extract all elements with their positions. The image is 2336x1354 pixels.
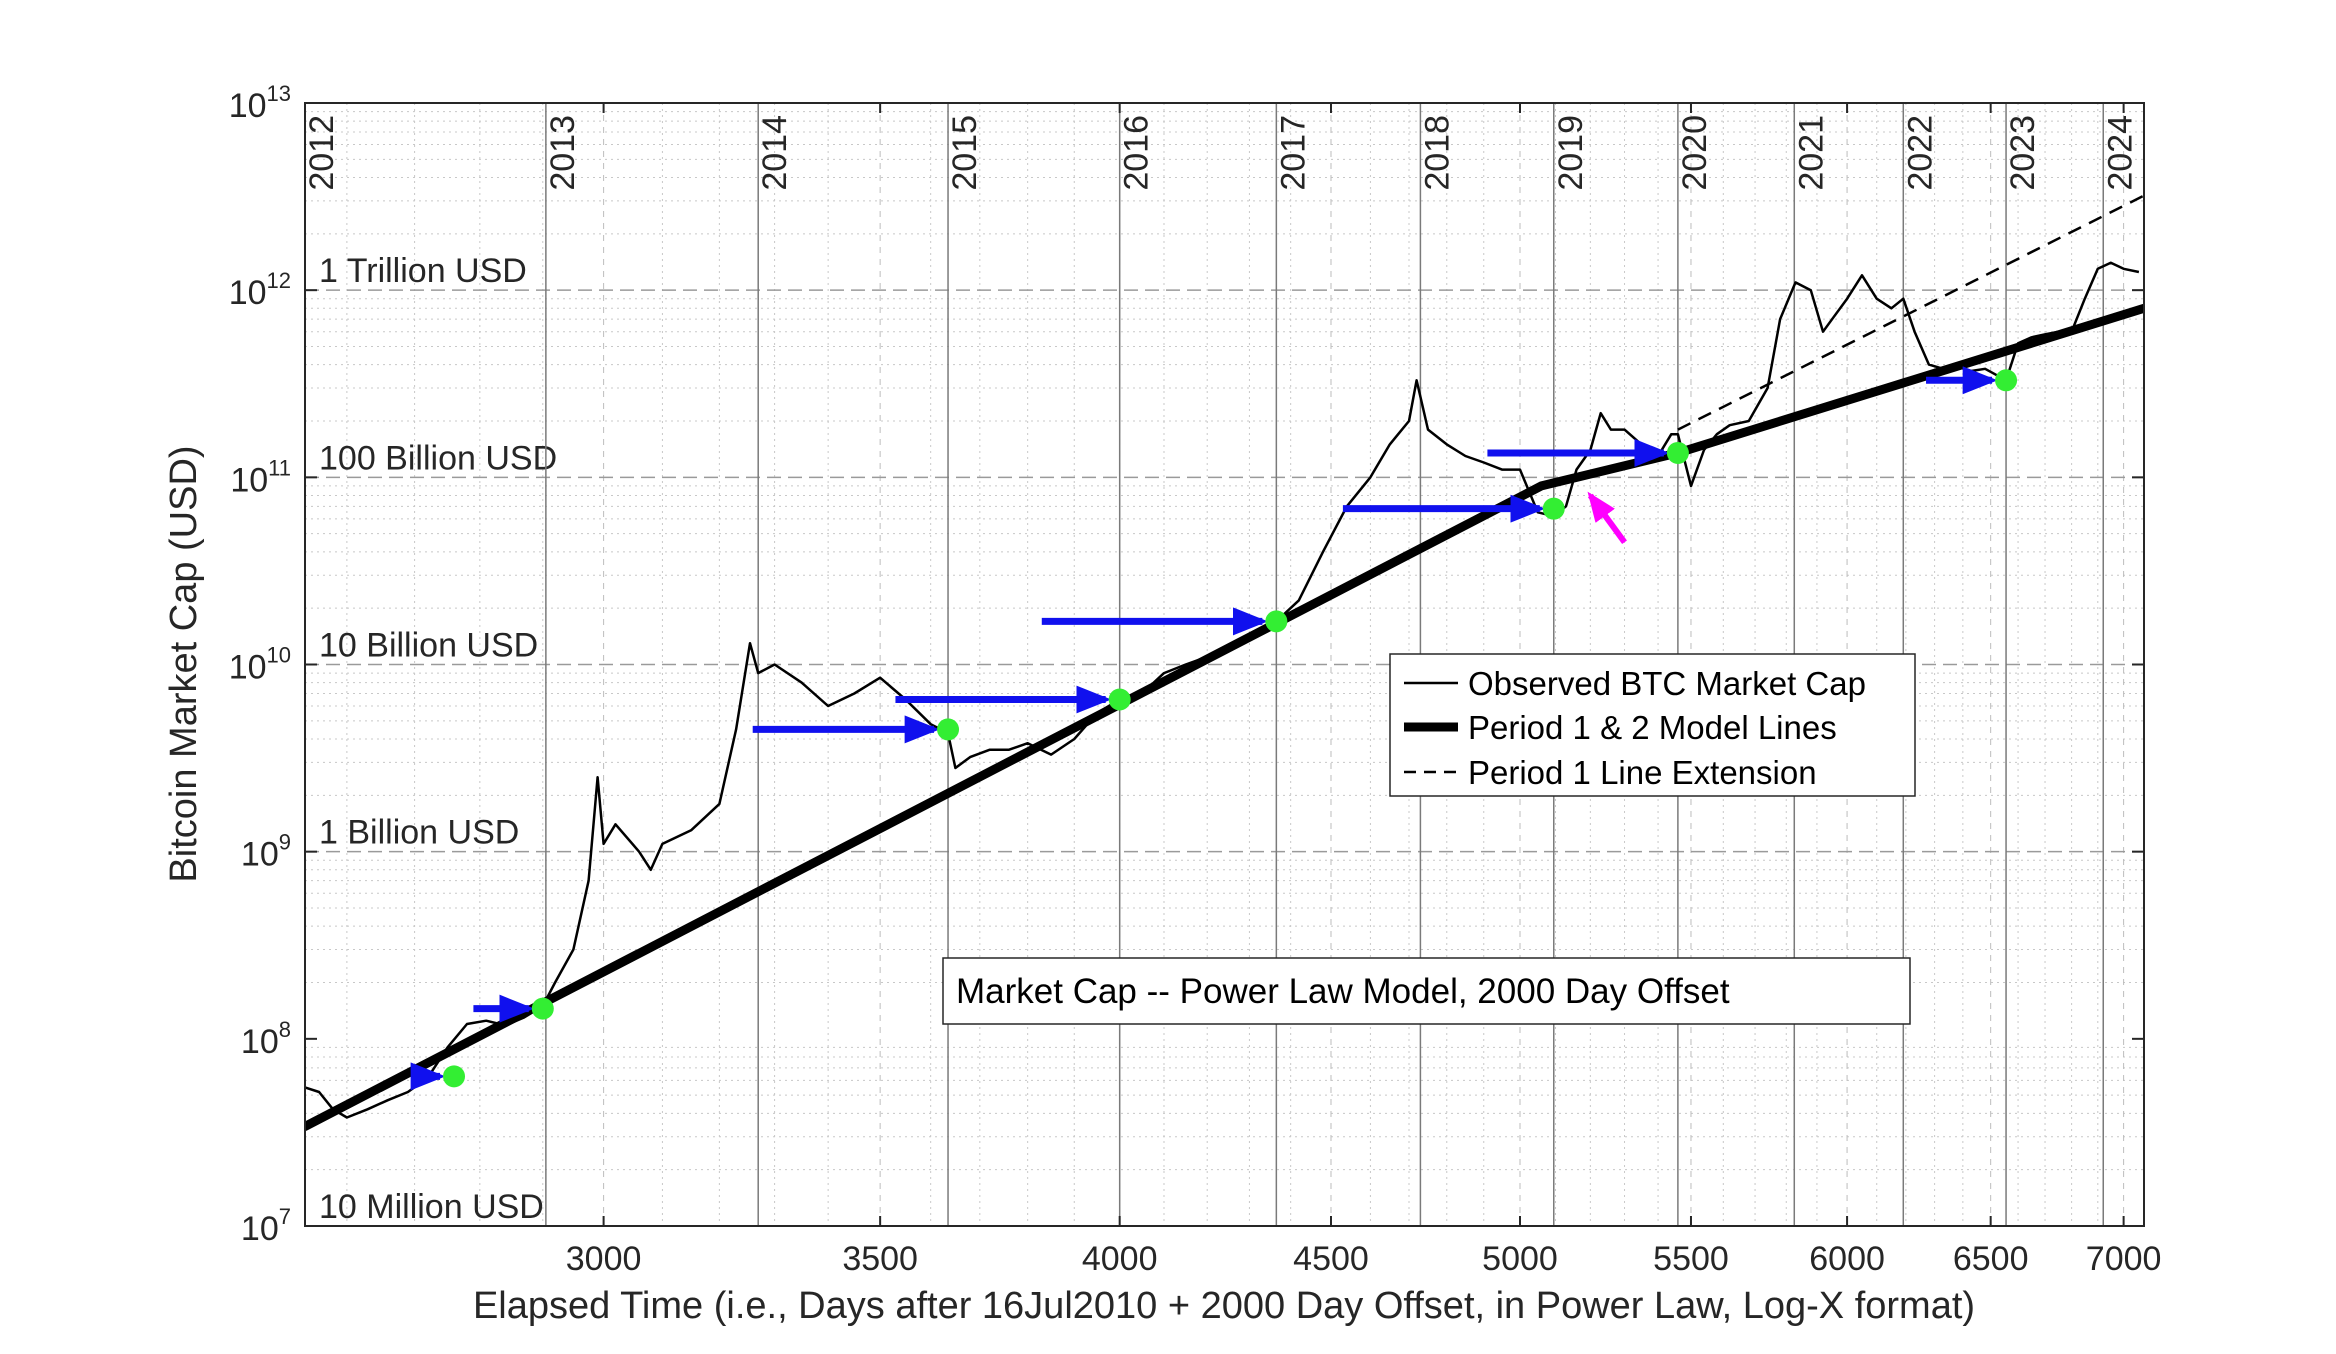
arrow-layer — [410, 366, 1998, 1091]
legend-label-extension: Period 1 Line Extension — [1468, 754, 1817, 791]
series-layer — [305, 194, 2144, 1131]
year-label: 2017 — [1274, 115, 1312, 191]
y-tick-label: 109 — [241, 830, 291, 874]
series-model — [305, 303, 2144, 1131]
x-tick-label: 6500 — [1953, 1240, 2029, 1278]
y-axis-ticks: 107 108 109 1010 1011 1012 1013 — [229, 81, 2144, 1248]
year-label: 2018 — [1418, 115, 1456, 191]
cycle-marker — [1108, 688, 1131, 711]
x-axis-label: Elapsed Time (i.e., Days after 16Jul2010… — [473, 1285, 1975, 1327]
year-label: 2021 — [1792, 115, 1830, 191]
x-tick-label: 4000 — [1082, 1240, 1158, 1278]
chart-title: Market Cap -- Power Law Model, 2000 Day … — [956, 972, 1730, 1011]
year-label: 2020 — [1676, 115, 1714, 191]
y-tick-label: 1011 — [230, 455, 291, 499]
legend-label-observed: Observed BTC Market Cap — [1468, 665, 1866, 702]
x-tick-label: 5000 — [1482, 1240, 1558, 1278]
series-extension — [1677, 194, 2144, 431]
y-tick-label: 108 — [241, 1017, 291, 1061]
x-tick-label: 3500 — [842, 1240, 918, 1278]
series-observed — [305, 261, 2140, 1119]
x-tick-label: 5500 — [1653, 1240, 1729, 1278]
x-tick-label: 3000 — [566, 1240, 642, 1278]
year-label: 2023 — [2004, 115, 2042, 191]
cycle-marker — [531, 997, 554, 1020]
year-label: 2012 — [303, 115, 341, 191]
y-tick-label: 107 — [241, 1204, 291, 1248]
year-label: 2014 — [756, 115, 794, 191]
x-tick-label: 6000 — [1809, 1240, 1885, 1278]
reference-lines: 10 Million USD 1 Billion USD 10 Billion US… — [305, 252, 2144, 1227]
legend-box — [1389, 653, 1916, 797]
y-tick-label: 1012 — [229, 268, 291, 312]
cycle-marker — [443, 1065, 466, 1088]
marker-layer — [443, 369, 2018, 1088]
x-tick-label: 4500 — [1293, 1240, 1369, 1278]
y-tick-label: 1010 — [229, 643, 291, 687]
year-label: 2015 — [946, 115, 984, 191]
annotation-arrow — [1587, 491, 1627, 545]
year-label: 2013 — [544, 115, 582, 191]
x-tick-label: 7000 — [2086, 1240, 2162, 1278]
y-axis-label: Bitcoin Market Cap (USD) — [163, 445, 205, 882]
legend: Observed BTC Market Cap Period 1 & 2 Mod… — [1389, 653, 1916, 797]
cycle-marker — [1995, 369, 2018, 392]
cycle-marker — [1542, 497, 1565, 520]
year-label: 2019 — [1552, 115, 1590, 191]
cycle-marker — [1265, 610, 1288, 633]
reference-line-label: 100 Billion USD — [319, 439, 557, 477]
y-tick-label: 1013 — [229, 81, 291, 125]
title-box-frame — [942, 957, 1911, 1025]
year-label: 2024 — [2101, 115, 2139, 191]
year-label: 2022 — [1901, 115, 1939, 191]
reference-line-label: 10 Billion USD — [319, 627, 538, 665]
reference-line-label: 1 Trillion USD — [319, 252, 527, 290]
legend-label-model: Period 1 & 2 Model Lines — [1468, 709, 1837, 746]
chart-title-box: Market Cap -- Power Law Model, 2000 Day … — [942, 957, 1911, 1025]
year-label: 2016 — [1118, 115, 1156, 191]
cycle-marker — [937, 718, 960, 741]
x-axis-ticks: 3000 3500 4000 4500 5000 5500 6000 6500 7000 — [566, 103, 2162, 1278]
cycle-marker — [1666, 441, 1689, 464]
reference-line-label: 1 Billion USD — [319, 814, 519, 852]
reference-line-label: 10 Million USD — [319, 1188, 544, 1226]
